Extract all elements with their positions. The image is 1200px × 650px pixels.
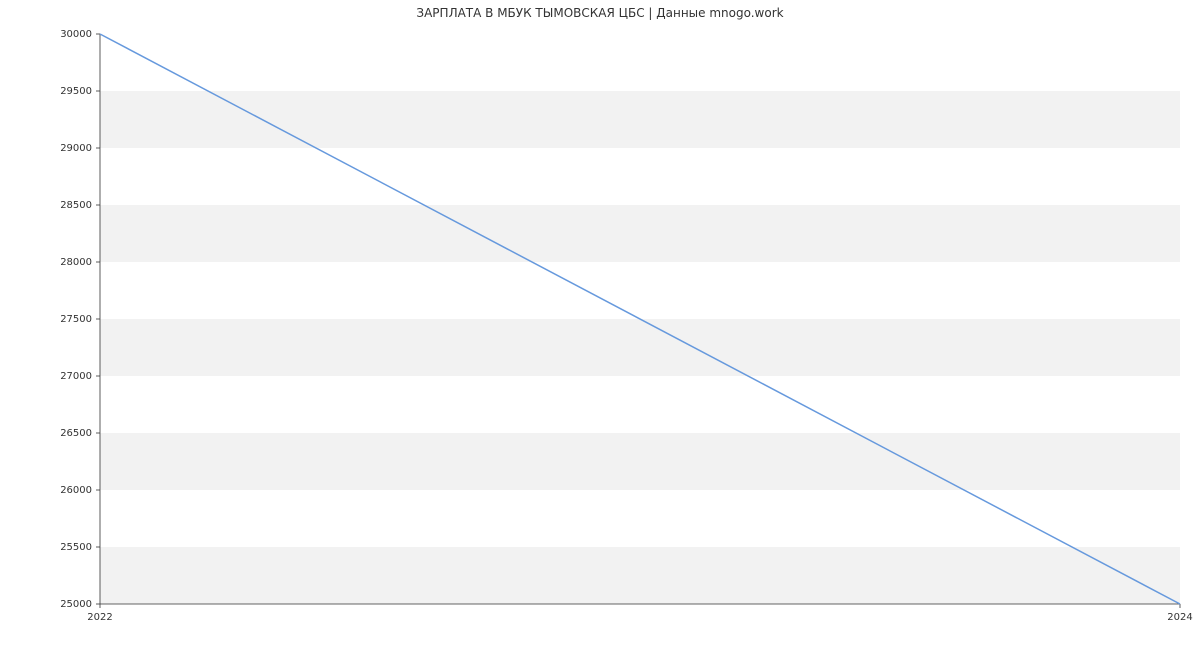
y-tick-label: 25000 (60, 599, 92, 610)
chart-svg: 25000 25500 26000 26500 27000 27500 28000 28500… (0, 0, 1200, 650)
y-tick-label: 30000 (60, 29, 92, 40)
y-tick-label: 29000 (60, 143, 92, 154)
salary-chart: ЗАРПЛАТА В МБУК ТЫМОВСКАЯ ЦБС | Данные m… (0, 0, 1200, 650)
y-tick-label: 29500 (60, 86, 92, 97)
y-tick-label: 27500 (60, 314, 92, 325)
y-tick-label: 28000 (60, 257, 92, 268)
y-tick-label: 26500 (60, 428, 92, 439)
y-tick-label: 28500 (60, 200, 92, 211)
y-tick-label: 27000 (60, 371, 92, 382)
x-tick-label: 2022 (87, 612, 112, 623)
y-tick-label: 25500 (60, 542, 92, 553)
chart-title: ЗАРПЛАТА В МБУК ТЫМОВСКАЯ ЦБС | Данные m… (0, 6, 1200, 20)
x-tick-label: 2024 (1167, 612, 1192, 623)
y-tick-label: 26000 (60, 485, 92, 496)
